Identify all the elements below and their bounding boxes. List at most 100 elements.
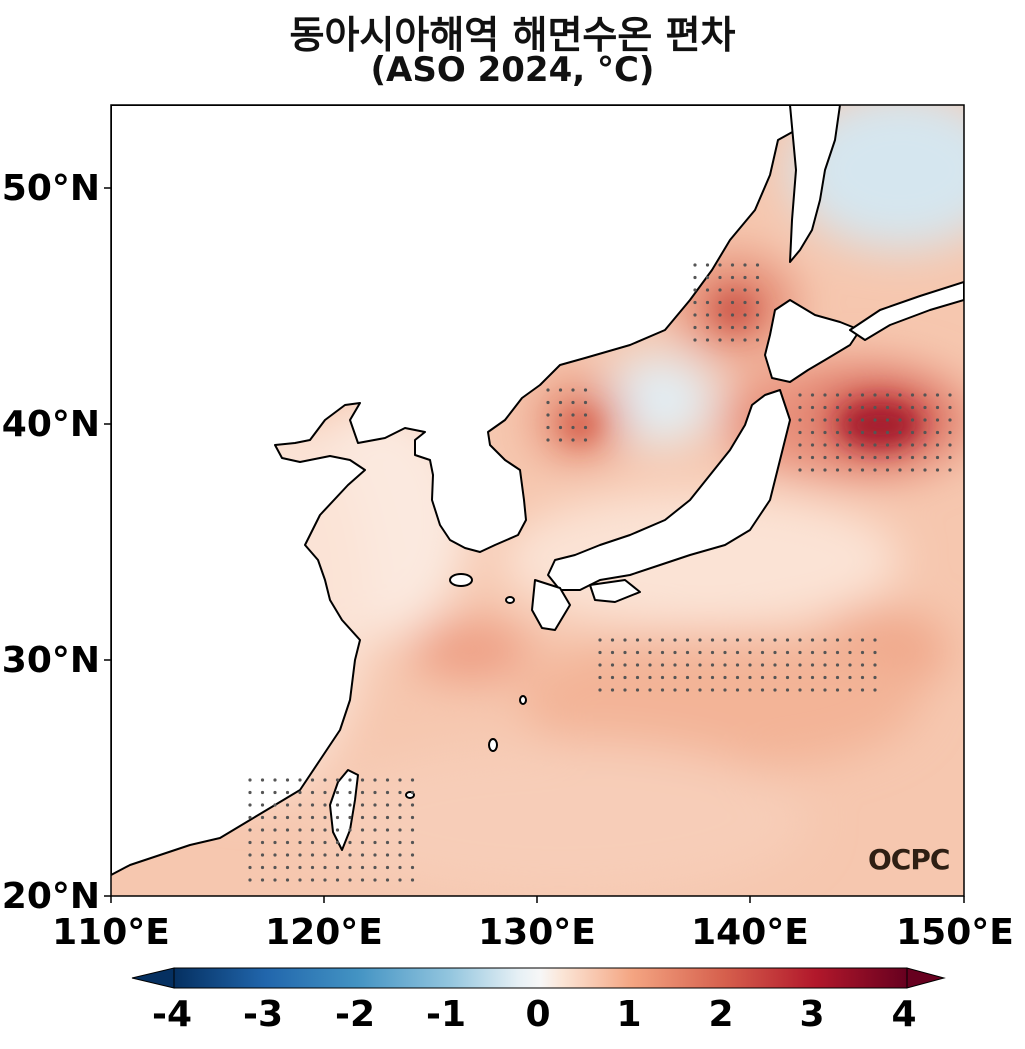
stipple-dot (873, 638, 877, 642)
stipple-dot (898, 455, 902, 460)
stipple-dot (248, 865, 252, 870)
stipple-dot (810, 393, 815, 397)
stipple-dot (823, 650, 827, 655)
stipple-dot (835, 675, 840, 680)
stipple-dot (310, 853, 315, 857)
stipple-dot (360, 865, 365, 870)
stipple-dot (910, 393, 915, 397)
stipple-dot (373, 865, 377, 870)
stipple-dot (743, 263, 747, 267)
stipple-dot (705, 313, 710, 317)
stipple-dot (748, 650, 752, 655)
stipple-dot (730, 325, 735, 330)
stipple-dot (730, 275, 735, 280)
stipple-dot (835, 638, 840, 642)
stipple-dot (571, 425, 575, 430)
stipple-dot (885, 430, 890, 435)
stipple-dot (848, 393, 852, 397)
stipple-dot (335, 778, 340, 782)
stipple-dot (373, 778, 377, 782)
stipple-dot (705, 300, 710, 305)
stipple-dot (885, 455, 890, 460)
stipple-dot (810, 663, 815, 667)
colorbar-label-neg1: -1 (426, 994, 466, 1035)
stipple-dot (298, 878, 302, 882)
stipple-dot (693, 313, 697, 317)
stipple-dot (598, 688, 602, 692)
stipple-dot (273, 790, 277, 795)
land (111, 105, 964, 876)
stipple-dot (648, 638, 652, 642)
stipple-dot (410, 790, 415, 795)
stipple-dot (310, 803, 315, 807)
stipple-dot (860, 405, 865, 410)
stipple-dot (610, 675, 615, 680)
stipple-dot (835, 455, 840, 460)
stipple-dot (398, 853, 402, 857)
stipple-dot (693, 275, 697, 280)
stipple-dot (835, 430, 840, 435)
stipple-dot (718, 300, 722, 305)
stipple-dot (948, 405, 952, 410)
stipple-dot (335, 878, 340, 882)
stipple-dot (923, 405, 927, 410)
stipple-dot (848, 650, 852, 655)
stipple-dot (885, 418, 890, 422)
stipple-dot (873, 393, 877, 397)
stipple-dot (348, 840, 352, 845)
stipple-dot (623, 675, 627, 680)
stipple-dot (635, 675, 640, 680)
stipple-dot (873, 430, 877, 435)
stipple-dot (360, 828, 365, 832)
stipple-dot (823, 393, 827, 397)
stipple-dot (648, 663, 652, 667)
stipple-dot (860, 430, 865, 435)
stipple-dot (873, 468, 877, 472)
stipple-dot (558, 438, 563, 442)
stipple-dot (348, 865, 352, 870)
stipple-dot (873, 688, 877, 692)
stipple-dot (398, 790, 402, 795)
stipple-dot (373, 803, 377, 807)
stipple-dot (323, 865, 327, 870)
stipple-dot (298, 853, 302, 857)
stipple-dot (373, 853, 377, 857)
stipple-dot (385, 815, 390, 820)
stipple-dot (310, 878, 315, 882)
stipple-dot (755, 300, 760, 305)
colorbar-label-0: 0 (525, 994, 551, 1035)
stipple-dot (823, 663, 827, 667)
stipple-dot (385, 840, 390, 845)
stipple-dot (248, 853, 252, 857)
stipple-dot (873, 663, 877, 667)
stipple-dot (885, 405, 890, 410)
stipple-dot (910, 468, 915, 472)
stipple-dot (718, 275, 722, 280)
stipple-dot (298, 840, 302, 845)
stipple-dot (885, 443, 890, 447)
stipple-dot (710, 650, 715, 655)
stipple-dot (743, 300, 747, 305)
stipple-dot (648, 650, 652, 655)
lat-label-40n: 40°N (1, 404, 100, 445)
stipple-dot (693, 263, 697, 267)
stipple-dot (935, 393, 940, 397)
stipple-dot (673, 638, 677, 642)
stipple-dot (718, 288, 722, 292)
stipple-dot (735, 663, 740, 667)
stipple-dot (705, 325, 710, 330)
lon-label-130e: 130°E (478, 912, 596, 953)
stipple-dot (860, 688, 865, 692)
stipple-dot (860, 638, 865, 642)
stipple-dot (348, 828, 352, 832)
stipple-dot (773, 638, 777, 642)
stipple-dot (785, 638, 790, 642)
stipple-dot (705, 275, 710, 280)
stipple-dot (885, 468, 890, 472)
stipple-dot (730, 338, 735, 342)
stipple-dot (923, 455, 927, 460)
stipple-dot (398, 815, 402, 820)
stipple-dot (385, 803, 390, 807)
stipple-dot (860, 468, 865, 472)
stipple-dot (873, 455, 877, 460)
